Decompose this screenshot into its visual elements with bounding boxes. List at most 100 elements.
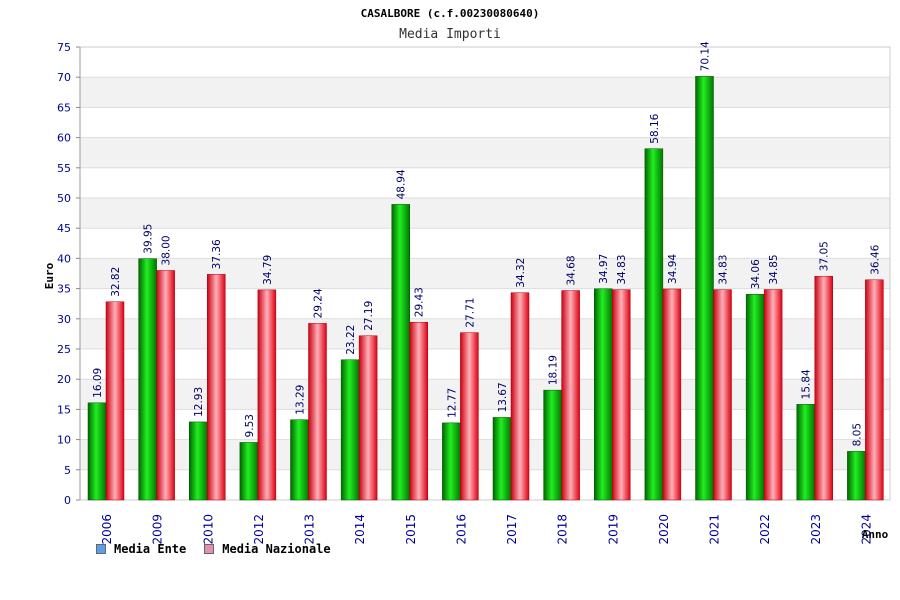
legend-label-media-nazionale: Media Nazionale (222, 542, 331, 556)
bar-media-ente-2006 (87, 402, 107, 501)
bar-media-ente-2023 (796, 404, 815, 501)
legend-swatch-media-nazionale (204, 544, 215, 554)
bar-media-ente-2009 (138, 258, 157, 501)
grid-band (80, 137, 890, 168)
bar-media-nazionale-2021 (713, 289, 732, 501)
y-tick-label: 70 (57, 71, 71, 84)
grid-band (80, 77, 890, 108)
legend: Media Ente Media Nazionale (96, 542, 331, 556)
bar-media-nazionale-2010 (207, 274, 226, 501)
bar-media-nazionale-2013 (308, 323, 327, 501)
legend-item-media-ente: Media Ente (96, 542, 186, 556)
bar-media-nazionale-2019 (612, 289, 631, 501)
legend-label-media-ente: Media Ente (114, 542, 187, 556)
bar-media-ente-2012 (239, 442, 259, 501)
data-label: 27.19 (363, 301, 375, 331)
bar-media-nazionale-2018 (561, 290, 580, 501)
y-tick-label: 15 (57, 403, 71, 416)
bar-media-nazionale-2024 (865, 279, 884, 501)
bar-media-nazionale-2015 (409, 321, 428, 501)
bar-media-ente-2024 (847, 451, 866, 501)
bar-media-nazionale-2020 (662, 288, 682, 501)
x-tick-label: 2024 (859, 514, 873, 545)
data-label: 39.95 (143, 224, 155, 254)
y-tick-label: 20 (57, 373, 71, 386)
data-label: 15.84 (801, 369, 813, 399)
x-tick-label: 2016 (454, 514, 468, 545)
data-label: 37.36 (211, 239, 223, 269)
bar-media-ente-2018 (543, 389, 562, 501)
data-label: 34.79 (262, 255, 274, 285)
bar-media-ente-2014 (340, 359, 360, 501)
y-tick-label: 10 (57, 434, 71, 447)
data-label: 13.29 (295, 385, 307, 415)
data-label: 12.77 (446, 388, 458, 418)
data-label: 23.22 (345, 325, 357, 355)
bar-media-nazionale-2016 (460, 332, 479, 501)
data-label: 12.93 (193, 387, 205, 417)
bar-media-ente-2022 (745, 294, 765, 501)
data-label: 27.71 (464, 298, 476, 328)
y-tick-label: 30 (57, 313, 71, 326)
data-label: 32.82 (110, 267, 122, 297)
y-tick-label: 25 (57, 343, 71, 356)
bar-media-nazionale-2009 (156, 270, 175, 501)
bar-media-ente-2010 (189, 421, 208, 501)
data-label: 70.14 (700, 41, 712, 71)
bar-media-nazionale-2012 (257, 289, 277, 501)
y-tick-label: 45 (57, 222, 71, 235)
y-tick-label: 0 (64, 494, 71, 507)
data-label: 16.09 (92, 368, 104, 398)
x-tick-label: 2021 (708, 514, 722, 545)
bar-media-ente-2021 (695, 76, 714, 501)
data-label: 18.19 (548, 355, 560, 385)
x-tick-label: 2013 (303, 514, 317, 545)
x-axis-label: Anno (862, 528, 889, 541)
bar-media-nazionale-2006 (105, 301, 125, 501)
bar-media-ente-2015 (391, 204, 410, 501)
legend-swatch-media-ente (96, 544, 106, 554)
bar-media-ente-2019 (594, 288, 613, 501)
legend-item-media-nazionale: Media Nazionale (204, 542, 331, 556)
chart-subtitle: Media Importi (399, 27, 501, 42)
x-tick-label: 2020 (657, 514, 671, 545)
data-label: 34.06 (750, 259, 762, 289)
y-tick-label: 5 (64, 464, 71, 477)
bar-media-nazionale-2023 (814, 275, 833, 501)
data-label: 34.32 (515, 258, 527, 288)
x-tick-label: 2006 (100, 514, 114, 545)
x-tick-label: 2022 (758, 514, 772, 545)
bar-media-nazionale-2017 (510, 292, 530, 501)
data-label: 36.46 (869, 244, 881, 274)
data-label: 13.67 (497, 382, 509, 412)
data-label: 34.97 (598, 254, 610, 284)
x-tick-label: 2018 (556, 514, 570, 545)
y-tick-label: 60 (57, 132, 71, 145)
x-tick-label: 2023 (809, 514, 823, 545)
y-tick-label: 65 (57, 101, 71, 114)
y-axis-label: Euro (43, 262, 56, 289)
y-tick-label: 55 (57, 162, 71, 175)
bar-media-ente-2017 (492, 417, 512, 501)
data-label: 34.83 (718, 255, 730, 285)
x-tick-label: 2012 (252, 514, 266, 545)
data-label: 29.24 (313, 288, 325, 318)
x-tick-label: 2015 (404, 514, 418, 545)
data-label: 8.05 (851, 423, 863, 446)
y-tick-label: 35 (57, 283, 71, 296)
data-label: 9.53 (244, 414, 256, 437)
x-tick-label: 2009 (151, 514, 165, 545)
bar-media-nazionale-2014 (358, 335, 378, 501)
data-label: 38.00 (161, 235, 173, 265)
chart-title: CASALBORE (c.f.00230080640) (361, 7, 540, 20)
bar-media-ente-2016 (442, 422, 461, 501)
x-tick-label: 2019 (606, 514, 620, 545)
bar-media-nazionale-2022 (763, 289, 783, 501)
data-label: 58.16 (649, 113, 661, 143)
x-tick-label: 2017 (505, 514, 519, 545)
data-label: 48.94 (396, 169, 408, 199)
bar-media-ente-2013 (290, 419, 309, 501)
grid-band (80, 198, 890, 229)
x-tick-label: 2014 (353, 514, 367, 545)
